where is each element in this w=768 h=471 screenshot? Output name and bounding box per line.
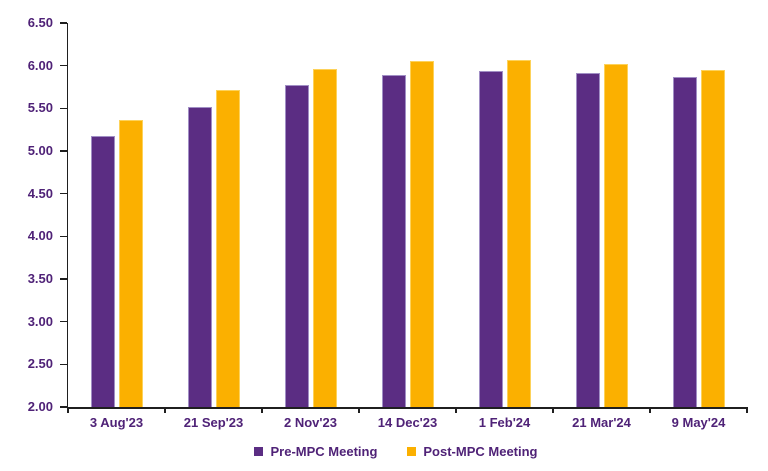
bar-post-mpc-meeting (312, 69, 337, 407)
y-tick-label: 3.00 (27, 313, 53, 329)
x-axis-tick (358, 407, 360, 413)
x-axis-tick (746, 407, 748, 413)
x-axis-tick (455, 407, 457, 413)
x-axis-label: 21 Sep'23 (183, 415, 244, 430)
y-axis-tick (59, 406, 67, 408)
x-axis-line (66, 407, 747, 409)
y-axis-tick (59, 278, 67, 280)
bar-post-mpc-meeting (215, 90, 240, 407)
x-axis-label: 3 Aug'23 (89, 415, 144, 430)
legend-label-pre-mpc: Pre-MPC Meeting (270, 443, 378, 459)
y-axis-tick (59, 150, 67, 152)
y-axis-tick (59, 107, 67, 110)
pre-mpc-legend-swatch-icon (254, 446, 264, 456)
y-axis-tick (59, 235, 67, 238)
x-axis-tick (164, 407, 166, 413)
legend: Pre-MPC Meeting Post-MPC Meeting (12, 441, 768, 461)
bar-pre-mpc-meeting (90, 135, 115, 407)
x-axis-tick (552, 407, 554, 413)
x-axis-label: 21 Mar'24 (572, 415, 631, 430)
bar-post-mpc-meeting (506, 59, 531, 407)
bar-post-mpc-meeting (409, 61, 434, 407)
bar-pre-mpc-meeting (284, 85, 309, 407)
y-tick-label: 4.50 (27, 185, 53, 201)
post-mpc-legend-swatch-icon (407, 446, 417, 456)
y-tick-label: 4.00 (27, 228, 53, 244)
legend-item-post-mpc: Post-MPC Meeting (407, 443, 538, 459)
y-tick-label: 6.00 (27, 57, 53, 73)
x-axis-tick (261, 407, 263, 413)
y-axis-line (66, 23, 68, 409)
y-tick-label: 5.50 (27, 100, 53, 116)
bar-pre-mpc-meeting (381, 75, 406, 407)
x-axis-label: 14 Dec'23 (377, 415, 438, 430)
bar-pre-mpc-meeting (575, 73, 600, 407)
y-axis-tick (59, 320, 67, 323)
x-axis-tick (649, 407, 651, 413)
bar-post-mpc-meeting (118, 120, 143, 407)
x-axis-tick (67, 407, 69, 413)
bar-post-mpc-meeting (603, 63, 628, 407)
bar-post-mpc-meeting (700, 69, 725, 407)
y-axis-tick (59, 22, 67, 24)
x-axis-label: 9 May'24 (671, 415, 726, 430)
bar-pre-mpc-meeting (672, 76, 697, 407)
bar-pre-mpc-meeting (187, 107, 212, 407)
y-axis-tick (59, 363, 67, 366)
y-tick-label: 2.50 (27, 356, 53, 372)
y-tick-label: 6.50 (27, 15, 53, 30)
legend-item-pre-mpc: Pre-MPC Meeting (254, 444, 377, 459)
y-tick-label: 2.00 (27, 399, 53, 414)
y-axis-tick (59, 64, 67, 67)
legend-label-post-mpc: Post-MPC Meeting (423, 443, 538, 459)
bar-pre-mpc-meeting (478, 70, 503, 407)
x-axis-label: 1 Feb'24 (478, 415, 531, 430)
y-tick-label: 3.50 (27, 271, 53, 286)
y-tick-label: 5.00 (27, 143, 53, 158)
x-axis-label: 2 Nov'23 (284, 415, 337, 430)
y-axis-tick (59, 192, 67, 195)
